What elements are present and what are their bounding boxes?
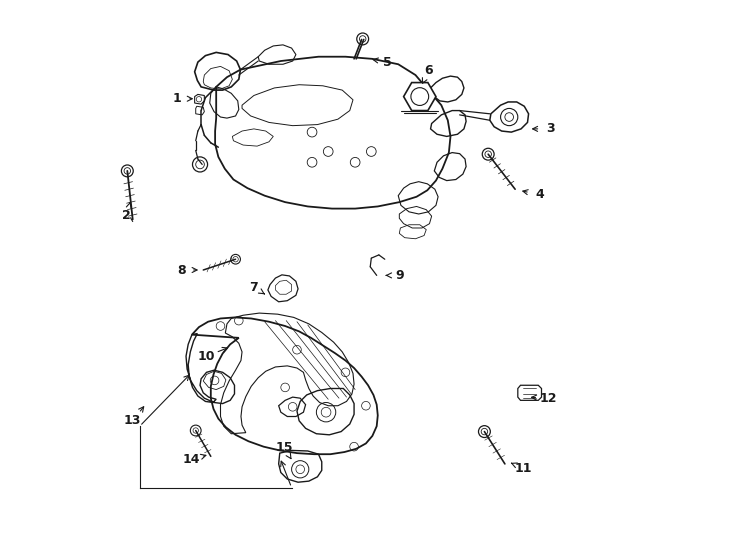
Text: 6: 6 bbox=[424, 64, 433, 77]
Text: 5: 5 bbox=[383, 56, 392, 69]
Text: 15: 15 bbox=[275, 441, 293, 454]
Polygon shape bbox=[517, 385, 542, 400]
Text: 2: 2 bbox=[123, 208, 131, 221]
Text: 11: 11 bbox=[515, 462, 532, 475]
Text: 7: 7 bbox=[250, 281, 258, 294]
Text: 12: 12 bbox=[539, 392, 556, 404]
Text: 3: 3 bbox=[546, 123, 554, 136]
Text: 13: 13 bbox=[124, 414, 142, 427]
Text: 4: 4 bbox=[535, 188, 544, 201]
Text: 10: 10 bbox=[197, 350, 215, 363]
Text: 14: 14 bbox=[183, 453, 200, 466]
Text: 1: 1 bbox=[173, 92, 182, 105]
Text: 8: 8 bbox=[177, 264, 186, 276]
Text: 9: 9 bbox=[395, 269, 404, 282]
